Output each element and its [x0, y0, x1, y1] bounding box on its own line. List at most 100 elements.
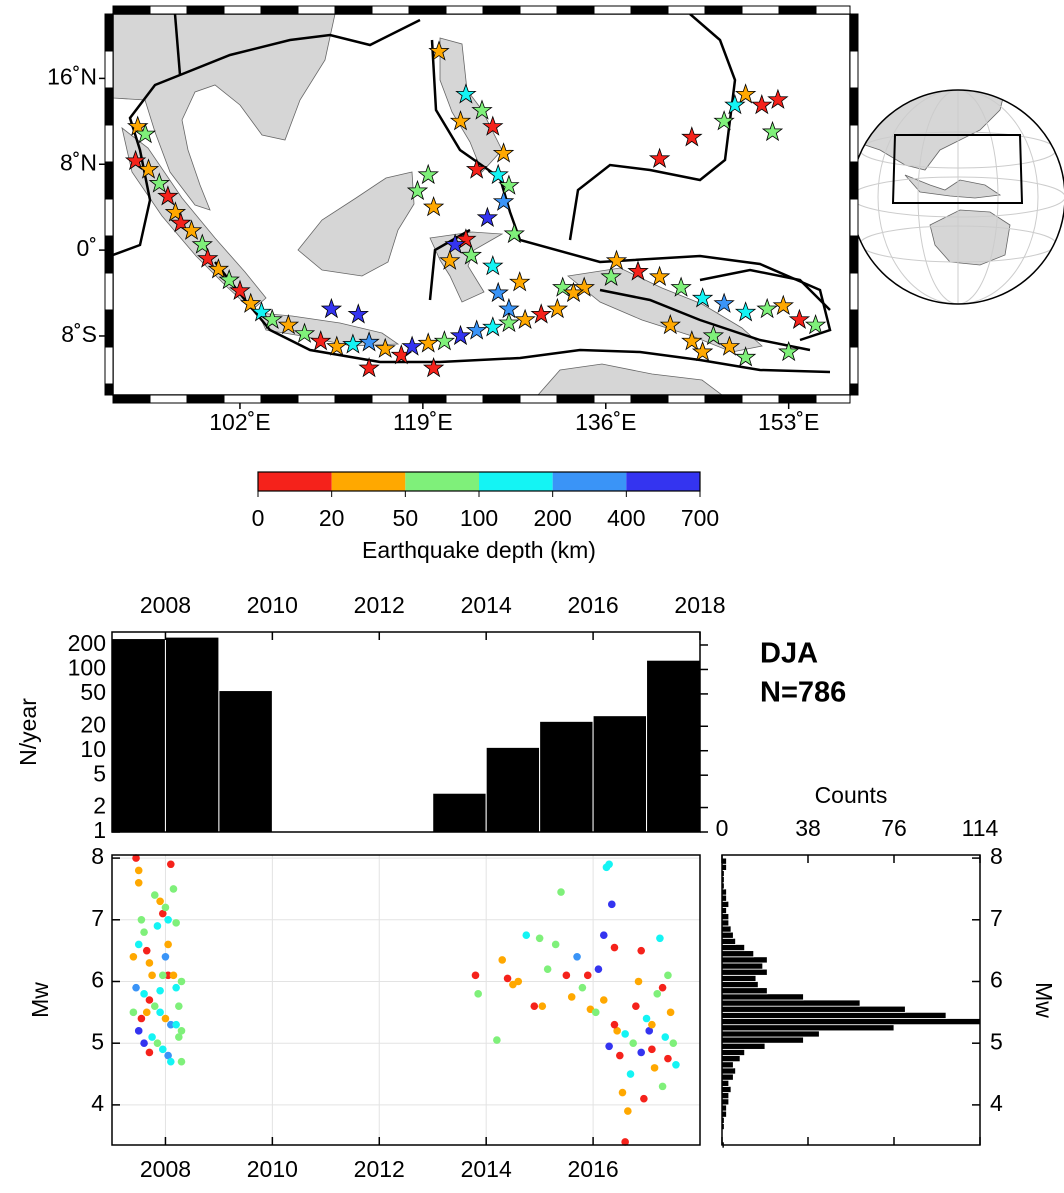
map-border — [849, 235, 859, 274]
earthquake-point — [503, 974, 512, 983]
station-label: DJA — [760, 638, 818, 670]
earthquake-point — [158, 971, 167, 980]
earthquake-star — [134, 122, 156, 144]
earthquake-point — [664, 1054, 672, 1063]
earthquake-point — [591, 1008, 600, 1017]
earthquake-star — [503, 222, 525, 244]
map-border — [104, 87, 114, 126]
earthquake-star — [148, 172, 170, 193]
map-border — [104, 161, 114, 200]
earthquake-star — [514, 308, 536, 329]
plate-boundary — [430, 39, 832, 342]
globe-land-islands — [904, 174, 1002, 199]
earthquake-point — [177, 977, 186, 986]
earthquake-point — [169, 885, 178, 893]
y-tick-label: 50 — [80, 679, 106, 705]
y-tick-label: 5 — [93, 760, 106, 786]
earthquake-point — [514, 977, 523, 986]
count-bar — [721, 1092, 730, 1100]
earthquake-point — [148, 1033, 156, 1041]
earthquake-star — [124, 149, 147, 171]
x-tick-label: 114 — [962, 815, 999, 841]
earthquake-star — [460, 244, 482, 265]
earthquake-point — [164, 971, 172, 980]
earthquake-point — [156, 986, 164, 995]
earthquake-point — [664, 971, 672, 980]
earthquake-point — [153, 1039, 162, 1047]
count-bar — [721, 950, 755, 958]
x-tick-label: 2010 — [247, 1156, 298, 1182]
y-tick-label: 1 — [93, 817, 106, 843]
count-bar — [721, 1079, 730, 1087]
earthquake-point — [562, 971, 571, 980]
y-tick-label: 10 — [80, 736, 106, 762]
count-bar — [721, 1085, 732, 1093]
colorbar-tick-label: 400 — [607, 505, 645, 531]
map-border — [334, 394, 373, 404]
frame — [111, 631, 701, 833]
map-border — [297, 5, 336, 15]
x-tick-label: 2008 — [140, 592, 191, 618]
count-bar — [721, 1048, 746, 1056]
map-border — [408, 5, 447, 15]
map-border — [297, 394, 336, 404]
map-border — [104, 235, 114, 274]
earthquake-point — [621, 1030, 629, 1038]
earthquake-point — [645, 1027, 654, 1035]
count-bar — [721, 1061, 734, 1069]
earthquake-star — [180, 219, 203, 240]
map-border — [849, 87, 859, 126]
x-tick-label: 2014 — [461, 1156, 512, 1182]
map-border — [223, 394, 262, 404]
earthquake-point — [153, 922, 162, 930]
earthquake-star — [320, 297, 343, 319]
earthquake-point — [557, 888, 565, 896]
map-border — [334, 5, 373, 15]
earthquake-point — [493, 1036, 501, 1044]
colorbar-segment — [331, 472, 406, 491]
earthquake-point — [522, 931, 531, 940]
earthquake-star — [562, 281, 585, 303]
earthquake-star — [552, 276, 574, 297]
map-border — [149, 5, 188, 15]
earthquake-point — [134, 940, 143, 949]
earthquake-star — [170, 212, 192, 233]
land-borneo — [297, 171, 415, 277]
x-tick-label: 2012 — [354, 1156, 405, 1182]
land-australia — [537, 363, 723, 395]
y-tick-label: 4 — [91, 1090, 104, 1116]
colorbar-tick-label: 700 — [681, 505, 719, 531]
earthquake-star — [778, 340, 800, 362]
map-border — [371, 394, 410, 404]
earthquake-star — [261, 308, 283, 329]
map-border — [104, 50, 114, 89]
map-border — [593, 5, 632, 15]
earthquake-star — [374, 337, 396, 358]
frame — [111, 854, 701, 1146]
earthquake-star — [191, 233, 213, 254]
map-border — [667, 394, 706, 404]
earthquake-point — [145, 996, 154, 1004]
count-bar — [721, 1005, 906, 1013]
plate-boundary — [699, 268, 831, 311]
earthquake-point — [632, 1002, 640, 1010]
earthquake-star — [157, 185, 179, 206]
earthquake-point — [616, 1051, 624, 1060]
y-tick-label: 16˚N — [47, 63, 97, 89]
map-border — [849, 309, 859, 348]
year-bar — [646, 659, 701, 833]
earthquake-star — [681, 330, 703, 351]
earthquake-star — [734, 346, 757, 367]
earthquake-star — [605, 249, 628, 270]
x-tick-label: 2008 — [140, 1156, 191, 1182]
map-border — [104, 346, 114, 385]
x-tick-label: 2016 — [568, 1156, 619, 1182]
earthquake-star — [207, 258, 230, 279]
earthquake-star — [326, 335, 348, 356]
y-tick-label: 6 — [990, 967, 1003, 993]
earthquake-point — [134, 866, 143, 875]
land-philippines — [439, 37, 503, 173]
earthquake-point — [538, 1002, 547, 1010]
colorbar-tick-label: 50 — [393, 505, 419, 531]
